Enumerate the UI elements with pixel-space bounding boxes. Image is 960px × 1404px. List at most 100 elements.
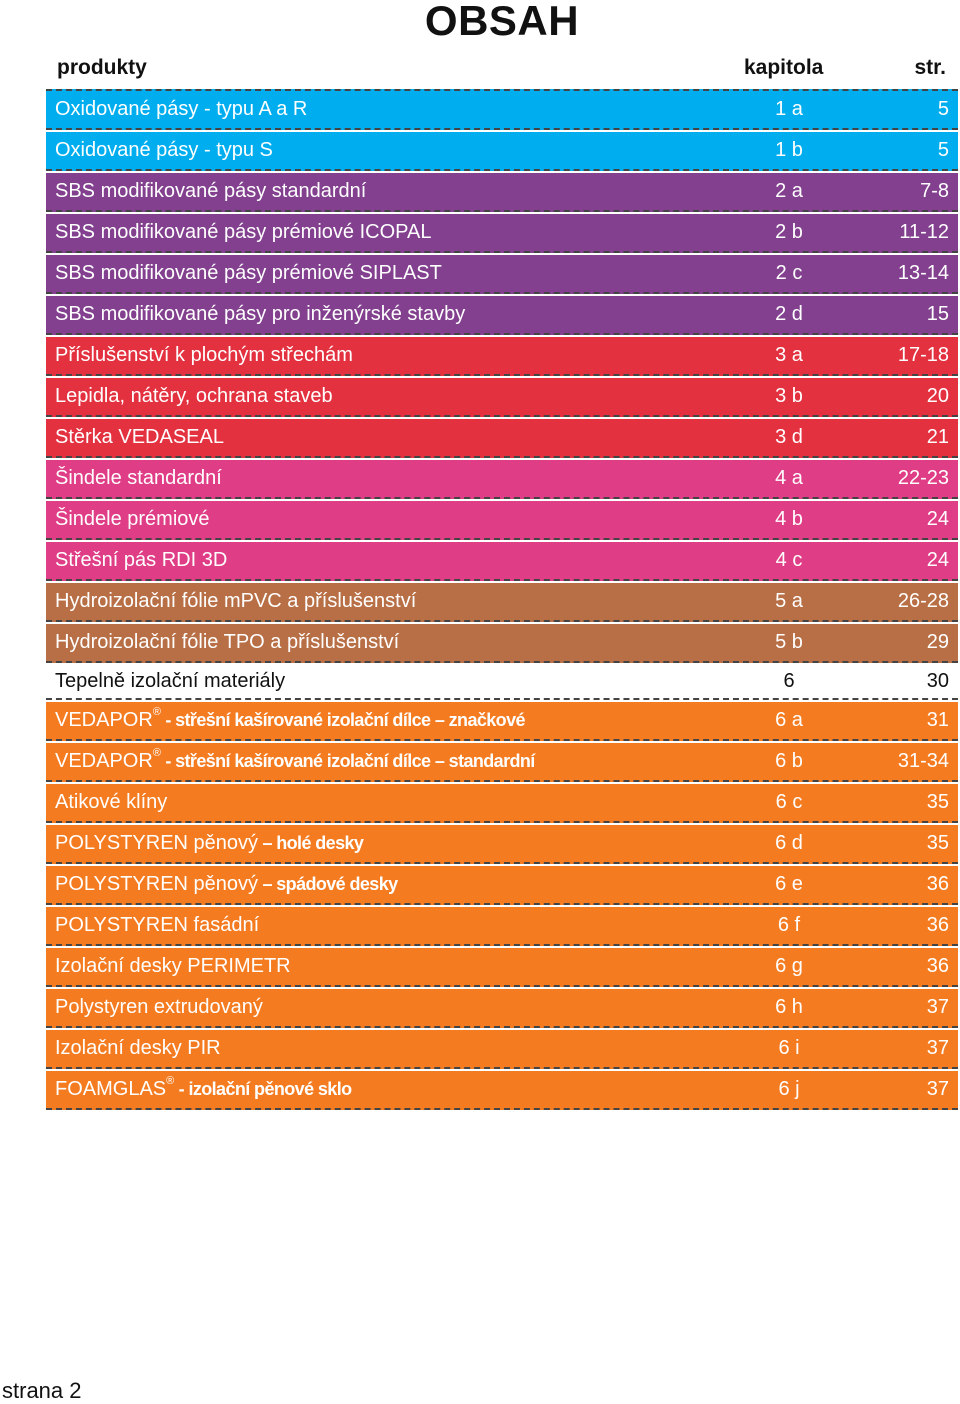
toc-row-title-main: Tepelně izolační materiály [55,670,286,692]
toc-row-title: Oxidované pásy - typu S [55,132,273,169]
toc-row-page: 37 [926,1037,949,1059]
toc-row-title: Izolační desky PERIMETR [55,948,291,985]
toc-row-title-main: FOAMGLAS [55,1078,167,1100]
toc-row[interactable]: Hydroizolační fólie TPO a příslušenství 5… [46,624,958,663]
toc-row-title-suffix: - izolační pěnové sklo [174,1079,352,1099]
toc-row[interactable]: VEDAPOR® - střešní kašírované izolační d… [46,702,958,741]
toc-row-title-main: Šindele prémiové [55,508,210,530]
toc-row-page: 37 [926,996,949,1018]
toc-row-title-main: SBS modifikované pásy prémiové ICOPAL [55,221,432,243]
toc-row-page: 36 [926,873,949,895]
toc-row[interactable]: Oxidované pásy - typu A a R 1 a 5 [46,89,958,130]
toc-row-chapter: 4 c [775,549,803,571]
toc-row-title-main: Polystyren extrudovaný [55,996,263,1018]
toc-row[interactable]: Stěrka VEDASEAL 3 d 21 [46,419,958,458]
page-title: OBSAH [424,0,580,44]
header-page: str. [914,56,946,79]
toc-row-title: Oxidované pásy - typu A a R [55,91,307,128]
toc-row-page: 20 [926,385,949,407]
registered-mark: ® [152,747,161,759]
toc-row-chapter: 6 j [778,1078,800,1100]
toc-row-page: 21 [926,426,949,448]
toc-row-page: 7-8 [920,180,949,202]
toc-row-title: VEDAPOR® - střešní kašírované izolační d… [55,743,535,780]
toc-row-page: 31 [926,709,949,731]
toc-row-page: 17-18 [897,344,949,366]
toc-row-page: 30 [926,670,949,692]
toc-row-title-main: Šindele standardní [55,467,222,489]
toc-row[interactable]: Lepidla, nátěry, ochrana staveb 3 b 20 [46,378,958,417]
toc-row-chapter: 6 a [775,709,803,731]
toc-row-title: Polystyren extrudovaný [55,989,263,1026]
toc-row-title-suffix: - střešní kašírované izolační dílce – st… [160,751,535,771]
toc-row-page: 13-14 [897,262,949,284]
toc-row-title: Hydroizolační fólie mPVC a příslušenství [55,583,416,620]
toc-row-page: 22-23 [897,467,949,489]
toc-row-page: 5 [937,98,949,120]
toc-row-title: SBS modifikované pásy prémiové ICOPAL [55,214,431,251]
toc-row[interactable]: SBS modifikované pásy prémiové ICOPAL 2 b… [46,214,958,253]
toc-row[interactable]: Příslušenství k plochým střechám 3 a 17-18 [46,337,958,376]
toc-row[interactable]: FOAMGLAS® - izolační pěnové sklo 6 j 37 [46,1071,958,1110]
toc-row-page: 31-34 [897,750,949,772]
toc-row-title: SBS modifikované pásy pro inženýrské sta… [55,296,465,333]
toc-row-page: 36 [926,955,949,977]
toc-row[interactable]: Polystyren extrudovaný 6 h 37 [46,989,958,1028]
toc-row-title-main: Střešní pás RDI 3D [55,549,228,571]
toc-row-chapter: 2 b [775,221,803,243]
toc-row[interactable]: Šindele prémiové 4 b 24 [46,501,958,540]
toc-row[interactable]: Šindele standardní 4 a 22-23 [46,460,958,499]
toc-row[interactable]: Atikové klíny 6 c 35 [46,784,958,823]
toc-row-title: Příslušenství k plochým střechám [55,337,353,374]
toc-row-title-main: POLYSTYREN fasádní [55,914,260,936]
toc-row-chapter: 6 [783,670,795,692]
toc-row-title-main: VEDAPOR [55,709,153,731]
toc-row-chapter: 3 a [775,344,803,366]
toc-row[interactable]: POLYSTYREN pěnový – spádové desky 6 e 36 [46,866,958,905]
toc-row-title: SBS modifikované pásy standardní [55,173,366,210]
toc-row[interactable]: POLYSTYREN fasádní 6 f 36 [46,907,958,946]
toc-row-title-main: POLYSTYREN pěnový [55,873,259,895]
toc-row-title-main: Oxidované pásy - typu S [55,139,273,161]
toc-row-title-main: SBS modifikované pásy prémiové SIPLAST [55,262,442,284]
toc-row-title: Stěrka VEDASEAL [55,419,224,456]
toc-row-title: POLYSTYREN pěnový – holé desky [55,825,364,862]
toc-row-chapter: 3 d [775,426,803,448]
toc-row-title-main: Hydroizolační fólie TPO a příslušenství [55,631,400,653]
toc-row-chapter: 6 f [777,914,801,936]
toc-row-title-main: SBS modifikované pásy standardní [55,180,367,202]
toc-row-chapter: 5 b [775,631,803,653]
toc-row-title-main: Hydroizolační fólie mPVC a příslušenství [55,590,417,612]
toc-row[interactable]: Tepelně izolační materiály 6 30 [46,665,958,700]
toc-row-chapter: 1 a [775,98,803,120]
registered-mark: ® [152,706,161,718]
toc-row[interactable]: SBS modifikované pásy standardní 2 a 7-8 [46,173,958,212]
toc-row-title-main: Izolační desky PERIMETR [55,955,291,977]
toc-row-chapter: 4 a [775,467,803,489]
toc-row[interactable]: SBS modifikované pásy pro inženýrské sta… [46,296,958,335]
toc-row-title-main: Atikové klíny [55,791,168,813]
toc-row-chapter: 6 i [778,1037,800,1059]
toc-row[interactable]: VEDAPOR® - střešní kašírované izolační d… [46,743,958,782]
toc-row[interactable]: Izolační desky PIR 6 i 37 [46,1030,958,1069]
toc-row-page: 11-12 [899,221,949,243]
toc-row[interactable]: POLYSTYREN pěnový – holé desky 6 d 35 [46,825,958,864]
toc-row[interactable]: Oxidované pásy - typu S 1 b 5 [46,132,958,171]
toc-row-title-main: Příslušenství k plochým střechám [55,344,353,366]
toc-row[interactable]: Střešní pás RDI 3D 4 c 24 [46,542,958,581]
toc-row[interactable]: SBS modifikované pásy prémiové SIPLAST 2 … [46,255,958,294]
toc-row-title: POLYSTYREN fasádní [55,907,259,944]
toc-row-title: SBS modifikované pásy prémiové SIPLAST [55,255,442,292]
toc-row-title: VEDAPOR® - střešní kašírované izolační d… [55,702,526,739]
toc-row-title: Střešní pás RDI 3D [55,542,227,579]
toc-row-title: POLYSTYREN pěnový – spádové desky [55,866,398,903]
toc-row-title-suffix: - střešní kašírované izolační dílce – zn… [160,710,525,730]
toc-row[interactable]: Izolační desky PERIMETR 6 g 36 [46,948,958,987]
toc-row[interactable]: Hydroizolační fólie mPVC a příslušenství… [46,583,958,622]
toc-row-title: Izolační desky PIR [55,1030,221,1067]
toc-row-chapter: 2 d [775,303,803,325]
toc-row-title-main: Oxidované pásy - typu A a R [55,98,308,120]
toc-row-title-main: SBS modifikované pásy pro inženýrské sta… [55,303,466,325]
toc-row-chapter: 1 b [775,139,803,161]
